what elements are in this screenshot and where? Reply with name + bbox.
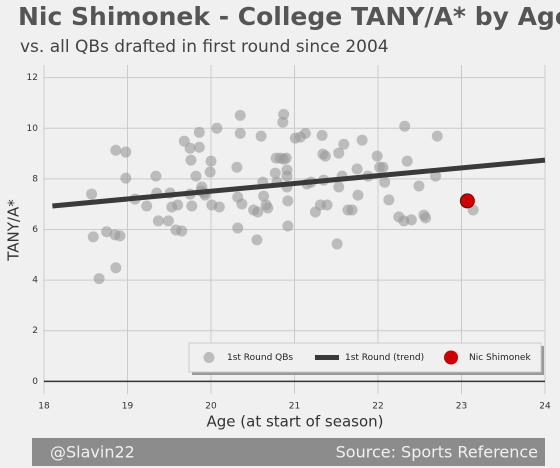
data-point	[282, 220, 294, 232]
data-point	[162, 215, 174, 227]
data-point	[120, 146, 132, 158]
data-point	[333, 147, 345, 159]
data-point	[277, 116, 289, 128]
y-tick-label: 8	[32, 174, 38, 184]
data-point	[93, 273, 105, 285]
data-point	[401, 155, 413, 167]
data-point	[234, 127, 246, 139]
x-tick-label: 18	[38, 402, 50, 412]
data-point	[213, 201, 225, 213]
data-point	[333, 181, 345, 193]
legend-label: Nic Shimonek	[469, 353, 531, 363]
x-tick-label: 20	[205, 402, 217, 412]
data-point	[101, 226, 113, 238]
legend-label: 1st Round (trend)	[345, 353, 424, 363]
data-point	[413, 180, 425, 192]
data-point	[184, 142, 196, 154]
data-point	[352, 189, 364, 201]
data-point	[172, 199, 184, 211]
data-point	[356, 134, 368, 146]
data-point	[346, 204, 358, 216]
data-point	[262, 202, 274, 214]
x-axis-label: Age (at start of season)	[207, 413, 384, 431]
y-tick-label: 10	[27, 124, 39, 134]
data-point	[255, 130, 267, 142]
data-point	[258, 190, 270, 202]
x-tick-label: 19	[122, 402, 134, 412]
data-point	[319, 150, 331, 162]
data-point	[282, 195, 294, 207]
data-point	[141, 200, 153, 212]
data-point	[252, 206, 264, 218]
data-point	[204, 166, 216, 178]
data-point	[351, 163, 363, 175]
x-tick-label: 24	[539, 402, 551, 412]
data-point	[176, 225, 188, 237]
data-point	[321, 199, 333, 211]
data-point	[211, 122, 223, 134]
legend-marker	[203, 352, 215, 363]
data-point	[371, 150, 383, 162]
footer-bar	[32, 438, 545, 466]
data-point	[232, 222, 244, 234]
data-point	[193, 126, 205, 138]
data-point	[231, 161, 243, 173]
data-point	[234, 109, 246, 121]
data-point	[110, 262, 122, 274]
data-point	[120, 172, 132, 184]
legend-box	[188, 342, 542, 373]
footer-credit: @Slavin22	[50, 443, 135, 462]
data-point	[205, 155, 217, 167]
data-point	[269, 167, 281, 179]
data-point	[280, 152, 292, 164]
x-tick-label: 23	[456, 402, 467, 412]
data-point	[87, 231, 99, 243]
y-tick-label: 6	[32, 225, 38, 235]
y-tick-label: 12	[27, 73, 38, 83]
data-point	[379, 176, 391, 188]
data-point	[86, 188, 98, 200]
data-point	[114, 230, 126, 242]
data-point	[152, 215, 164, 227]
data-point	[377, 161, 389, 173]
chart-subtitle: vs. all QBs drafted in first round since…	[20, 37, 389, 57]
data-point	[110, 144, 122, 156]
data-point	[431, 130, 443, 142]
trend-line	[52, 157, 546, 209]
data-point	[281, 164, 293, 176]
y-tick-label: 0	[32, 377, 38, 387]
y-tick-label: 2	[32, 326, 38, 336]
legend-marker	[444, 350, 458, 365]
data-point	[420, 212, 432, 224]
data-point	[383, 194, 395, 206]
data-point	[150, 170, 162, 182]
data-point	[193, 141, 205, 153]
data-point	[316, 129, 328, 141]
chart-title: Nic Shimonek - College TANY/A* by Age	[18, 2, 560, 31]
x-tick-label: 21	[289, 402, 300, 412]
highlight-point	[459, 193, 475, 209]
data-point	[185, 154, 197, 166]
y-axis-label: TANY/A*	[5, 199, 23, 262]
data-point	[405, 214, 417, 226]
data-point	[338, 138, 350, 150]
data-point	[430, 170, 442, 182]
data-point	[299, 127, 311, 139]
footer-source: Source: Sports Reference	[336, 443, 538, 462]
y-tick-label: 4	[32, 276, 38, 286]
data-point	[331, 238, 343, 250]
data-point	[190, 170, 202, 182]
legend-label: 1st Round QBs	[227, 353, 293, 363]
data-point	[251, 234, 263, 246]
legend: 1st Round QBs 1st Round (trend) Nic Shimon…	[188, 342, 544, 375]
x-tick-label: 22	[372, 402, 383, 412]
data-point	[186, 200, 198, 212]
data-point	[399, 120, 411, 132]
data-point	[236, 198, 248, 210]
